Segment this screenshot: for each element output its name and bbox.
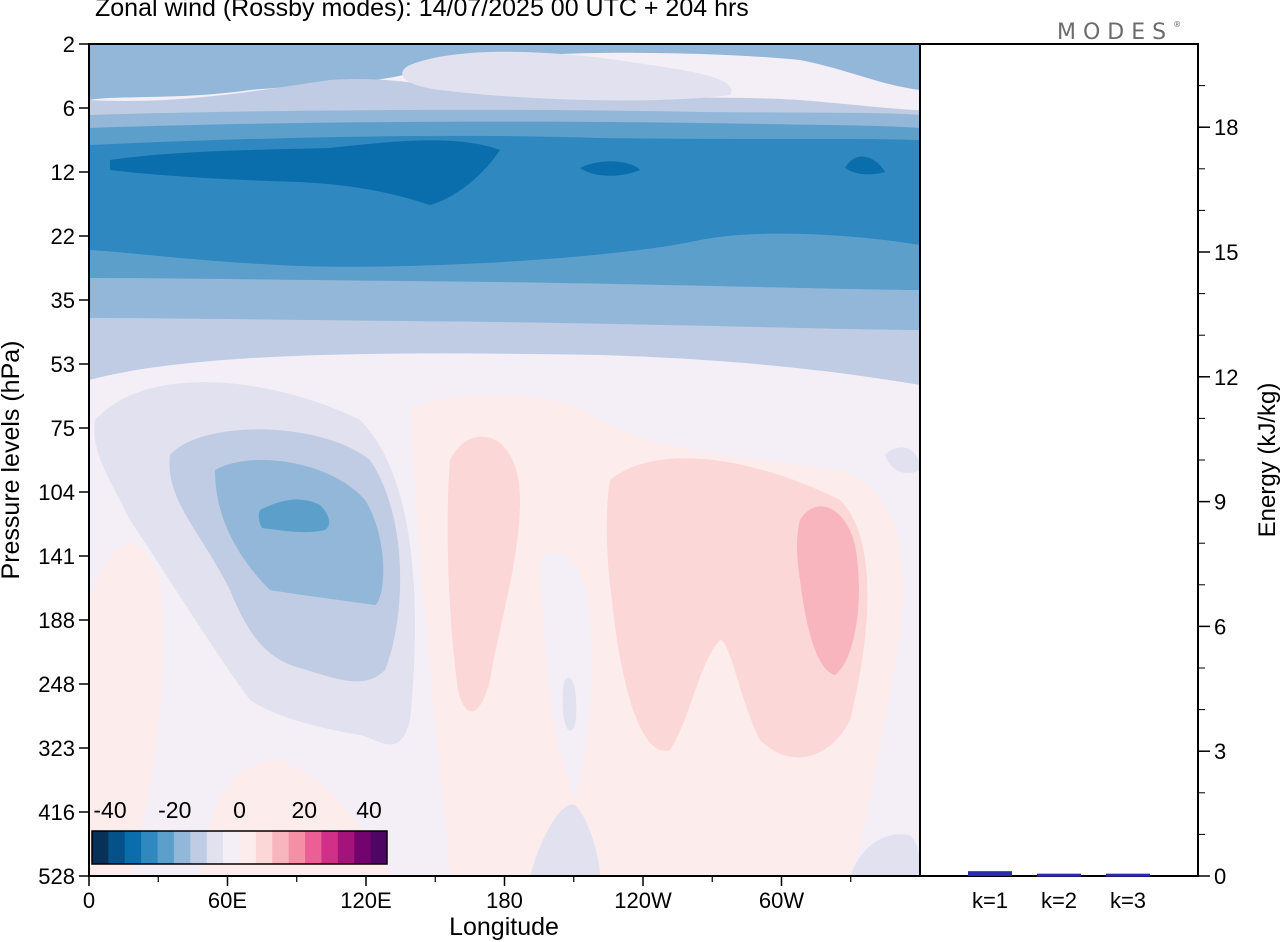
- y-tick-label: 323: [38, 736, 75, 761]
- y-tick-label: 35: [51, 288, 75, 313]
- energy-tick-label: 6: [1214, 614, 1226, 639]
- x-tick-label: 120W: [614, 888, 672, 913]
- colorbar-swatch: [92, 831, 109, 864]
- chart-title: Zonal wind (Rossby modes): 14/07/2025 00…: [95, 0, 749, 22]
- energy-tick-label: 0: [1214, 864, 1226, 889]
- wavenumber-label: k=2: [1041, 888, 1077, 913]
- colorbar: -40 -20 0 20 40: [91, 797, 388, 865]
- colorbar-swatch: [223, 831, 240, 864]
- y-tick-label: 6: [63, 96, 75, 121]
- colorbar-swatch: [255, 831, 273, 864]
- colorbar-label: 20: [291, 797, 317, 823]
- y-tick-label: 528: [38, 864, 75, 889]
- logo-mark: ®: [1173, 19, 1182, 29]
- easterly-surface-patch: [530, 804, 600, 876]
- energy-bar: [968, 871, 1012, 876]
- x-tick-label: 180: [486, 888, 523, 913]
- energy-tick-label: 3: [1214, 739, 1226, 764]
- easterly-anomaly-inner: [215, 460, 384, 605]
- energy-bar: [1106, 873, 1150, 877]
- y-tick-label: 141: [38, 544, 75, 569]
- colorbar-label: -40: [93, 797, 126, 823]
- easterly-jet-patch-a: [580, 161, 640, 176]
- energy-axis-label: Energy (kJ/kg): [1254, 383, 1280, 538]
- colorbar-swatch: [108, 831, 126, 864]
- y-tick-label: 12: [51, 160, 75, 185]
- wavenumber-label: k=3: [1110, 888, 1146, 913]
- colorbar-swatch: [305, 831, 322, 864]
- westerly-patch-west: [89, 543, 163, 876]
- wavenumber-label: k=1: [972, 888, 1008, 913]
- colorbar-swatch: [354, 831, 372, 864]
- colorbar-swatch: [272, 831, 290, 864]
- x-axis-label: Longitude: [449, 913, 559, 941]
- energy-bar: [1037, 873, 1081, 877]
- y-tick-label: 104: [38, 480, 75, 505]
- colorbar-swatch: [157, 831, 175, 864]
- colorbar-swatch: [337, 831, 355, 864]
- easterly-anomaly-core: [258, 499, 330, 533]
- easterly-sliver: [562, 677, 577, 731]
- colorbar-swatch: [124, 831, 142, 864]
- energy-tick-label: 15: [1214, 240, 1238, 265]
- neutral-gap: [540, 552, 592, 800]
- x-tick-label: 120E: [340, 888, 391, 913]
- y-tick-label: 188: [38, 608, 75, 633]
- colorbar-swatch: [239, 831, 257, 864]
- westerly-max-180: [447, 436, 520, 712]
- y-tick-label: 2: [63, 32, 75, 57]
- energy-tick-label: 12: [1214, 365, 1238, 390]
- colorbar-label: -20: [158, 797, 191, 823]
- easterly-jet-max: [110, 140, 500, 205]
- y-tick-label: 416: [38, 800, 75, 825]
- weak-easterly-patch: [402, 51, 732, 101]
- colorbar-swatch: [370, 831, 388, 864]
- x-tick-label: 60E: [208, 888, 247, 913]
- colorbar-label: 40: [356, 797, 382, 823]
- easterly-small-patch: [885, 447, 920, 474]
- colorbar-swatch: [288, 831, 306, 864]
- colorbar-swatch: [190, 831, 208, 864]
- modes-logo: MODES®: [1057, 20, 1181, 45]
- y-tick-label: 248: [38, 672, 75, 697]
- easterly-surface-patch-east: [850, 834, 920, 876]
- y-axis-label: Pressure levels (hPa): [0, 341, 25, 580]
- energy-tick-label: 9: [1214, 490, 1226, 515]
- colorbar-swatch: [206, 831, 224, 864]
- easterly-jet-patch-b: [845, 156, 885, 175]
- y-tick-label: 53: [51, 352, 75, 377]
- colorbar-swatch: [173, 831, 191, 864]
- colorbar-label: 0: [233, 797, 246, 823]
- energy-tick-label: 18: [1214, 115, 1238, 140]
- logo-text: MODES: [1057, 20, 1174, 45]
- y-tick-label: 22: [51, 224, 75, 249]
- x-tick-label: 0: [83, 888, 95, 913]
- wind-field: [89, 44, 920, 876]
- westerly-core: [797, 506, 859, 675]
- colorbar-frame: [91, 830, 388, 865]
- energy-panel: [919, 43, 1199, 877]
- colorbar-swatch: [321, 831, 339, 864]
- y-tick-label: 75: [51, 416, 75, 441]
- colorbar-swatch: [141, 831, 159, 864]
- x-tick-label: 60W: [759, 888, 804, 913]
